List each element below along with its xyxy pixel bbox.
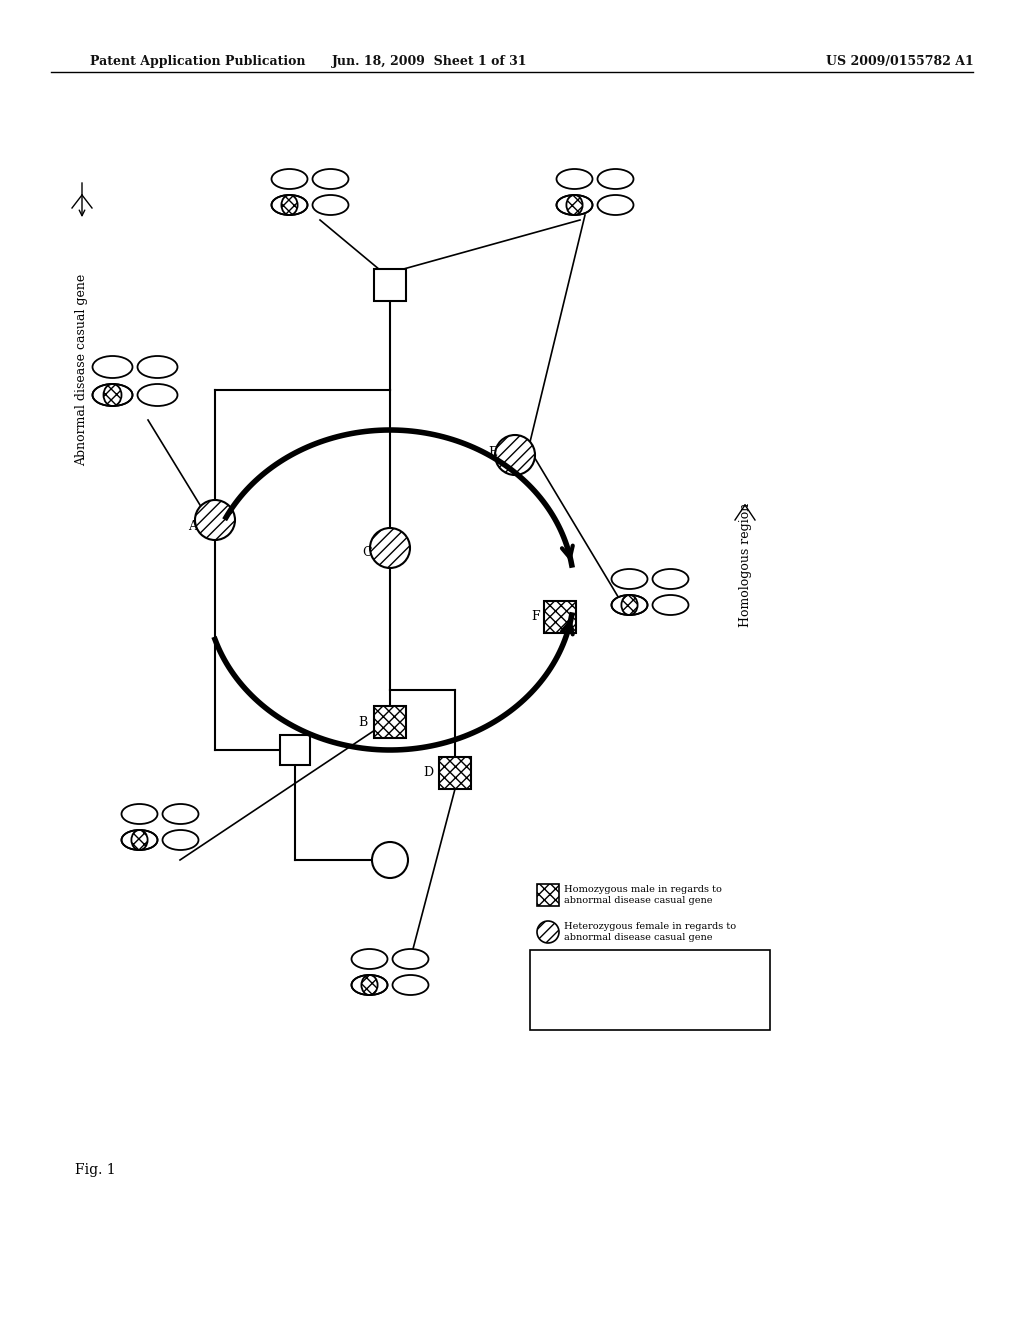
Ellipse shape xyxy=(103,384,122,407)
Text: Homozygous male in regards to
abnormal disease casual gene: Homozygous male in regards to abnormal d… xyxy=(564,886,722,904)
Text: US 2009/0155782 A1: US 2009/0155782 A1 xyxy=(826,55,974,69)
Text: F: F xyxy=(531,610,540,623)
Bar xyxy=(537,884,559,906)
Ellipse shape xyxy=(392,949,428,969)
Text: Heterozygous female in regards to
abnormal disease casual gene: Heterozygous female in regards to abnorm… xyxy=(564,923,736,941)
Circle shape xyxy=(372,842,408,878)
Ellipse shape xyxy=(597,169,634,189)
Circle shape xyxy=(537,921,559,942)
Ellipse shape xyxy=(312,195,348,215)
Text: D: D xyxy=(423,767,433,780)
Ellipse shape xyxy=(392,975,428,995)
Text: E: E xyxy=(487,446,497,459)
Text: Abnormal disease casual gene: Abnormal disease casual gene xyxy=(76,273,88,466)
Ellipse shape xyxy=(351,975,387,995)
Bar xyxy=(374,269,406,301)
Bar xyxy=(439,756,471,789)
Text: A: A xyxy=(188,520,197,533)
Text: B: B xyxy=(358,715,368,729)
Ellipse shape xyxy=(137,356,177,378)
Ellipse shape xyxy=(556,195,593,215)
Ellipse shape xyxy=(131,830,147,850)
Ellipse shape xyxy=(622,595,638,615)
Bar xyxy=(530,950,770,1030)
Ellipse shape xyxy=(566,195,583,215)
Ellipse shape xyxy=(351,949,387,969)
Ellipse shape xyxy=(92,384,132,407)
Ellipse shape xyxy=(611,595,647,615)
Circle shape xyxy=(195,500,234,540)
Ellipse shape xyxy=(271,169,307,189)
Ellipse shape xyxy=(361,975,378,995)
Bar xyxy=(544,601,575,634)
Ellipse shape xyxy=(282,195,298,215)
Ellipse shape xyxy=(556,169,593,189)
Bar xyxy=(280,735,310,766)
Ellipse shape xyxy=(597,195,634,215)
Ellipse shape xyxy=(137,384,177,407)
Circle shape xyxy=(495,436,535,475)
Ellipse shape xyxy=(122,830,158,850)
Ellipse shape xyxy=(611,569,647,589)
Ellipse shape xyxy=(312,169,348,189)
Text: Jun. 18, 2009  Sheet 1 of 31: Jun. 18, 2009 Sheet 1 of 31 xyxy=(332,55,527,69)
Ellipse shape xyxy=(652,595,688,615)
Ellipse shape xyxy=(122,804,158,824)
Ellipse shape xyxy=(652,569,688,589)
Text: Homologous region: Homologous region xyxy=(738,503,752,627)
Circle shape xyxy=(370,528,410,568)
Ellipse shape xyxy=(271,195,307,215)
Ellipse shape xyxy=(163,830,199,850)
Bar xyxy=(374,706,406,738)
Text: Fig. 1: Fig. 1 xyxy=(75,1163,116,1177)
Text: C: C xyxy=(362,546,372,560)
Ellipse shape xyxy=(163,804,199,824)
Ellipse shape xyxy=(92,356,132,378)
Text: Patent Application Publication: Patent Application Publication xyxy=(90,55,305,69)
